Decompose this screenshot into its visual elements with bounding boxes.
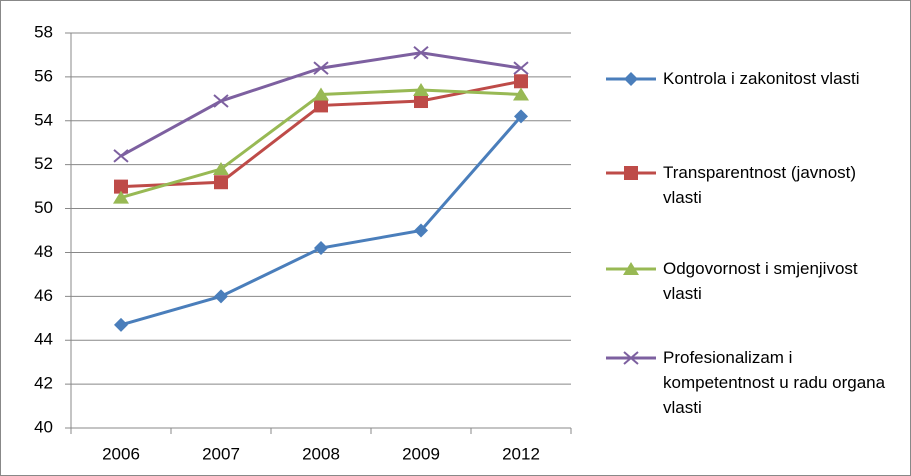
- legend-label: Odgovornost i smjenjivost vlasti: [663, 259, 858, 303]
- marker: [623, 351, 639, 365]
- y-tick-label: 56: [34, 66, 53, 85]
- x-tick-label: 2008: [302, 444, 340, 463]
- y-tick-label: 46: [34, 286, 53, 305]
- y-tick-label: 58: [34, 22, 53, 41]
- legend-label: Transparentnost (javnost) vlasti: [663, 163, 857, 207]
- marker: [624, 166, 638, 180]
- marker: [414, 223, 428, 238]
- marker: [213, 94, 229, 108]
- marker: [113, 190, 129, 204]
- marker: [623, 262, 639, 275]
- marker: [114, 179, 128, 194]
- y-tick-label: 40: [34, 417, 53, 436]
- legend-label: Kontrola i zakonitost vlasti: [663, 69, 860, 88]
- y-tick-label: 42: [34, 374, 53, 393]
- series-line: [120, 115, 523, 327]
- y-tick-label: 44: [34, 330, 53, 349]
- marker: [313, 61, 329, 75]
- marker: [213, 162, 229, 176]
- marker: [624, 72, 638, 86]
- marker: [514, 109, 528, 124]
- marker: [113, 149, 129, 163]
- marker: [214, 289, 228, 304]
- y-tick-label: 52: [34, 154, 53, 173]
- marker: [314, 241, 328, 256]
- marker: [514, 74, 528, 89]
- y-tick-label: 50: [34, 198, 53, 217]
- marker: [114, 317, 128, 332]
- marker: [414, 94, 428, 109]
- x-tick-label: 2006: [102, 444, 140, 463]
- x-tick-label: 2009: [402, 444, 440, 463]
- marker: [214, 175, 228, 190]
- x-tick-label: 2007: [202, 444, 240, 463]
- x-tick-label: 2012: [502, 444, 540, 463]
- marker: [513, 87, 529, 101]
- y-tick-label: 48: [34, 242, 53, 261]
- marker: [413, 83, 429, 97]
- marker: [513, 61, 529, 75]
- marker: [313, 87, 329, 101]
- marker: [314, 98, 328, 113]
- legend-label: Profesionalizam i kompetentnost u radu o…: [663, 348, 886, 417]
- y-tick-label: 54: [34, 110, 53, 129]
- marker: [413, 45, 429, 60]
